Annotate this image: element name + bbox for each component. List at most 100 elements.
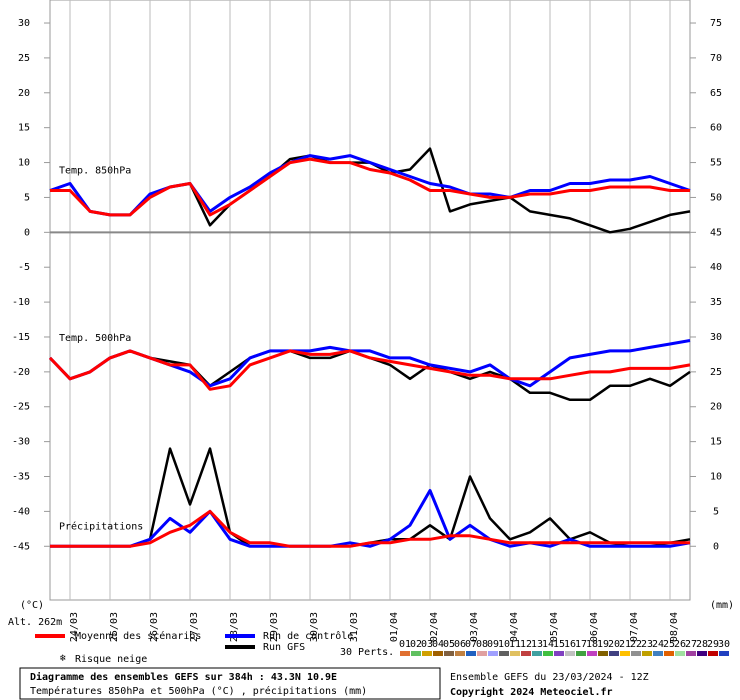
x-tick-label: 25/03 xyxy=(109,612,120,642)
x-tick-label: 02/04 xyxy=(429,612,440,642)
perturbation-swatch xyxy=(620,651,630,656)
series-line xyxy=(49,154,691,217)
perturbation-swatch xyxy=(642,651,652,656)
y2-tick-label: 10 xyxy=(710,472,722,483)
legend-label: Moyenne des scénarios xyxy=(75,630,201,642)
perturbation-label: 09 xyxy=(487,639,499,650)
x-tick-label: 01/04 xyxy=(389,612,400,642)
y2-tick-label: 55 xyxy=(710,158,722,169)
perturbation-label: 14 xyxy=(542,639,554,650)
perturbation-label: 29 xyxy=(707,639,719,650)
x-tick-label: 29/03 xyxy=(269,612,280,642)
perturbation-swatch xyxy=(653,651,663,656)
perturbation-swatch xyxy=(499,651,509,656)
y-tick-label: 0 xyxy=(24,227,30,238)
perturbation-swatch xyxy=(466,651,476,656)
altitude: Alt. 262m xyxy=(8,617,62,628)
y2-tick-label: 60 xyxy=(710,123,722,134)
perturbations-label: 30 Perts. xyxy=(340,647,394,658)
x-tick-label: 24/03 xyxy=(69,612,80,642)
perturbation-label: 08 xyxy=(476,639,488,650)
y-tick-label: 15 xyxy=(18,123,30,134)
x-tick-label: 05/04 xyxy=(549,612,560,642)
footer-title: Diagramme des ensembles GEFS sur 384h : … xyxy=(30,671,337,683)
snow-icon: ❄ xyxy=(60,653,67,664)
y2-tick-label: 25 xyxy=(710,367,722,378)
y2-tick-label: 15 xyxy=(710,437,722,448)
perturbation-swatch xyxy=(422,651,432,656)
perturbation-swatch xyxy=(565,651,575,656)
y2-tick-label: 75 xyxy=(710,18,722,29)
perturbation-label: 10 xyxy=(498,639,510,650)
y2-tick-label: 30 xyxy=(710,332,722,343)
perturbation-label: 21 xyxy=(619,639,631,650)
y-tick-label: -35 xyxy=(12,472,30,483)
perturbation-label: 06 xyxy=(454,639,466,650)
series-line xyxy=(50,509,690,548)
perturbation-label: 12 xyxy=(520,639,532,650)
y-tick-label: 20 xyxy=(18,88,30,99)
perturbation-label: 07 xyxy=(465,639,477,650)
perturbation-swatch xyxy=(521,651,531,656)
plot-area xyxy=(49,0,691,601)
perturbation-label: 18 xyxy=(586,639,598,650)
perturbation-swatch xyxy=(631,651,641,656)
perturbation-swatch xyxy=(697,651,707,656)
perturbation-label: 20 xyxy=(608,639,620,650)
y2-tick-label: 50 xyxy=(710,192,722,203)
y-tick-label: -20 xyxy=(12,367,30,378)
perturbation-label: 02 xyxy=(410,639,422,650)
x-tick-label: 27/03 xyxy=(189,612,200,642)
perturbation-swatch xyxy=(675,651,685,656)
perturbation-label: 16 xyxy=(564,639,576,650)
perturbation-swatch xyxy=(664,651,674,656)
legend-label: Run de contrôle xyxy=(263,630,353,642)
perturbation-swatch xyxy=(455,651,465,656)
y-tick-label: -10 xyxy=(12,297,30,308)
perturbation-swatch xyxy=(400,651,410,656)
panel-label: Temp. 850hPa xyxy=(59,165,131,176)
perturbation-label: 05 xyxy=(443,639,455,650)
perturbation-label: 03 xyxy=(421,639,433,650)
x-tick-label: 03/04 xyxy=(469,612,480,642)
series-line xyxy=(50,157,690,217)
perturbation-swatch xyxy=(576,651,586,656)
perturbation-swatch xyxy=(686,651,696,656)
x-tick-label: 26/03 xyxy=(149,612,160,642)
y2-tick-label: 45 xyxy=(710,227,722,238)
perturbation-label: 25 xyxy=(663,639,675,650)
y-tick-label: 10 xyxy=(18,158,30,169)
perturbation-swatch xyxy=(444,651,454,656)
perturbation-label: 15 xyxy=(553,639,565,650)
footer-subtitle: Températures 850hPa et 500hPa (°C) , pré… xyxy=(30,685,367,697)
snow-label: Risque neige xyxy=(75,654,147,665)
perturbation-label: 13 xyxy=(531,639,543,650)
y-tick-label: 5 xyxy=(24,192,30,203)
perturbation-label: 27 xyxy=(685,639,697,650)
y2-tick-label: 70 xyxy=(710,53,722,64)
y2-unit: (mm) xyxy=(710,600,734,611)
x-tick-label: 31/03 xyxy=(349,612,360,642)
y-tick-label: -5 xyxy=(18,262,30,273)
y2-tick-label: 5 xyxy=(713,506,719,517)
perturbation-swatch xyxy=(598,651,608,656)
perturbation-label: 30 xyxy=(718,639,730,650)
perturbation-swatch xyxy=(411,651,421,656)
y2-tick-label: 35 xyxy=(710,297,722,308)
perturbation-label: 24 xyxy=(652,639,664,650)
copyright: Copyright 2024 Meteociel.fr xyxy=(450,686,613,698)
perturbation-label: 01 xyxy=(399,639,411,650)
perturbation-swatch xyxy=(510,651,520,656)
run-info: Ensemble GEFS du 23/03/2024 - 12Z xyxy=(450,672,649,683)
y-tick-label: 30 xyxy=(18,18,30,29)
perturbation-label: 26 xyxy=(674,639,686,650)
x-tick-label: 04/04 xyxy=(509,612,520,642)
y2-tick-label: 65 xyxy=(710,88,722,99)
perturbation-label: 19 xyxy=(597,639,609,650)
perturbation-label: 22 xyxy=(630,639,642,650)
perturbation-label: 04 xyxy=(432,639,444,650)
perturbation-label: 17 xyxy=(575,639,587,650)
y-tick-label: 25 xyxy=(18,53,30,64)
perturbation-swatch xyxy=(554,651,564,656)
